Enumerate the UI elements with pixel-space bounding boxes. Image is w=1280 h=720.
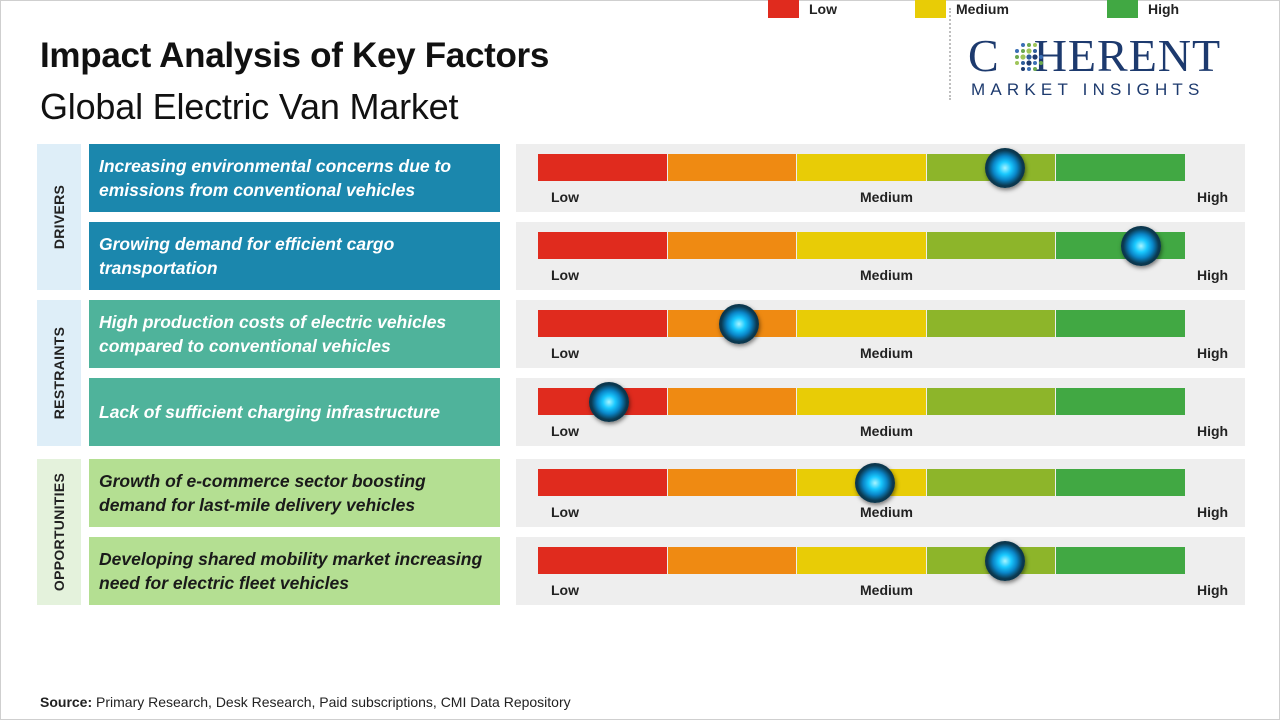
scale-segment-3 — [797, 310, 926, 337]
scale-segment-4 — [926, 388, 1056, 415]
scale-segment-3 — [797, 388, 926, 415]
impact-marker — [718, 304, 759, 344]
scale-segment-5 — [1056, 388, 1185, 415]
scale-segment-3 — [797, 547, 926, 574]
impact-scale-opportunities-1: Low Medium High — [516, 459, 1245, 527]
scale-segment-1 — [538, 547, 667, 574]
factor-label: Growth of e-commerce sector boosting dem… — [99, 471, 426, 515]
scale-label-medium: Medium — [860, 582, 913, 598]
impact-marker — [854, 463, 895, 503]
scale-label-medium: Medium — [860, 504, 913, 520]
factor-box-opportunities-2: Developing shared mobility market increa… — [89, 537, 500, 605]
category-name: OPPORTUNITIES — [51, 472, 67, 592]
scale-segment-5 — [1056, 310, 1185, 337]
legend-label-high: High — [1148, 1, 1180, 17]
scale-segment-4 — [926, 310, 1056, 337]
legend-swatch-high — [1107, 0, 1138, 18]
scale-segment-1 — [538, 310, 667, 337]
category-label-drivers: DRIVERS — [37, 144, 81, 290]
scale-segment-4 — [926, 469, 1056, 496]
scale-label-high: High — [1197, 345, 1229, 361]
scale-label-low: Low — [551, 423, 579, 439]
scale-label-low: Low — [551, 267, 579, 283]
scale-label-low: Low — [551, 345, 579, 361]
factor-label: Increasing environmental concerns due to… — [99, 156, 452, 200]
scale-segment-5 — [1056, 154, 1185, 181]
impact-scale-drivers-1: Low Medium High — [516, 144, 1245, 212]
impact-marker — [984, 148, 1025, 188]
scale-label-high: High — [1197, 267, 1229, 283]
scale-segment-2 — [667, 388, 797, 415]
source-note: Source: Primary Research, Desk Research,… — [40, 694, 571, 710]
scale-segment-2 — [667, 547, 797, 574]
logo-dots-icon — [1015, 43, 1043, 71]
scale-segment-5 — [1056, 469, 1185, 496]
impact-scale-drivers-2: Low Medium High — [516, 222, 1245, 290]
scale-label-medium: Medium — [860, 345, 913, 361]
scale-segment-2 — [667, 154, 797, 181]
impact-marker — [589, 382, 630, 422]
legend-swatch-medium — [915, 0, 946, 18]
scale-segment-2 — [667, 232, 797, 259]
chart-subtitle: Global Electric Van Market — [40, 86, 459, 127]
logo-tagline: MARKET INSIGHTS — [971, 80, 1205, 99]
scale-label-high: High — [1197, 189, 1229, 205]
legend-label-low: Low — [809, 1, 837, 17]
category-name: DRIVERS — [51, 184, 67, 250]
scale-label-high: High — [1197, 582, 1229, 598]
logo-wordmark: C HERENT — [968, 30, 1222, 81]
factor-label: Growing demand for efficient cargo trans… — [99, 234, 395, 278]
impact-scale-restraints-2: Low Medium High — [516, 378, 1245, 446]
factor-box-opportunities-1: Growth of e-commerce sector boosting dem… — [89, 459, 500, 527]
factor-box-restraints-1: High production costs of electric vehicl… — [89, 300, 500, 368]
scale-segment-1 — [538, 469, 667, 496]
impact-marker — [1120, 226, 1161, 266]
scale-segment-4 — [926, 232, 1056, 259]
source-text: Primary Research, Desk Research, Paid su… — [92, 694, 571, 710]
scale-label-low: Low — [551, 582, 579, 598]
scale-label-low: Low — [551, 189, 579, 205]
header-divider — [949, 8, 951, 100]
scale-label-low: Low — [551, 504, 579, 520]
category-name: RESTRAINTS — [51, 326, 68, 420]
legend-swatch-low — [768, 0, 799, 18]
impact-marker — [984, 541, 1025, 581]
chart-title: Impact Analysis of Key Factors — [40, 36, 550, 75]
scale-label-medium: Medium — [860, 423, 913, 439]
scale-segment-3 — [797, 154, 926, 181]
scale-segment-3 — [797, 232, 926, 259]
scale-label-medium: Medium — [860, 189, 913, 205]
scale-label-medium: Medium — [860, 267, 913, 283]
scale-label-high: High — [1197, 504, 1229, 520]
coherent-logo: C HERENT MARKET INSIGHTS — [968, 32, 1268, 102]
source-label: Source: — [40, 694, 93, 710]
factor-label: Developing shared mobility market increa… — [99, 549, 483, 593]
factor-box-drivers-1: Increasing environmental concerns due to… — [89, 144, 500, 212]
factor-box-restraints-2: Lack of sufficient charging infrastructu… — [89, 378, 500, 446]
factor-box-drivers-2: Growing demand for efficient cargo trans… — [89, 222, 500, 290]
scale-segment-1 — [538, 154, 667, 181]
scale-segment-2 — [667, 469, 797, 496]
factor-label: Lack of sufficient charging infrastructu… — [99, 402, 440, 422]
scale-label-high: High — [1197, 423, 1229, 439]
factor-label: High production costs of electric vehicl… — [99, 312, 447, 356]
legend-label-medium: Medium — [956, 1, 1009, 17]
impact-scale-restraints-1: Low Medium High — [516, 300, 1245, 368]
scale-segment-5 — [1056, 547, 1185, 574]
category-label-opportunities: OPPORTUNITIES — [37, 459, 81, 605]
scale-segment-1 — [538, 232, 667, 259]
category-label-restraints: RESTRAINTS — [37, 300, 81, 446]
impact-scale-opportunities-2: Low Medium High — [516, 537, 1245, 605]
